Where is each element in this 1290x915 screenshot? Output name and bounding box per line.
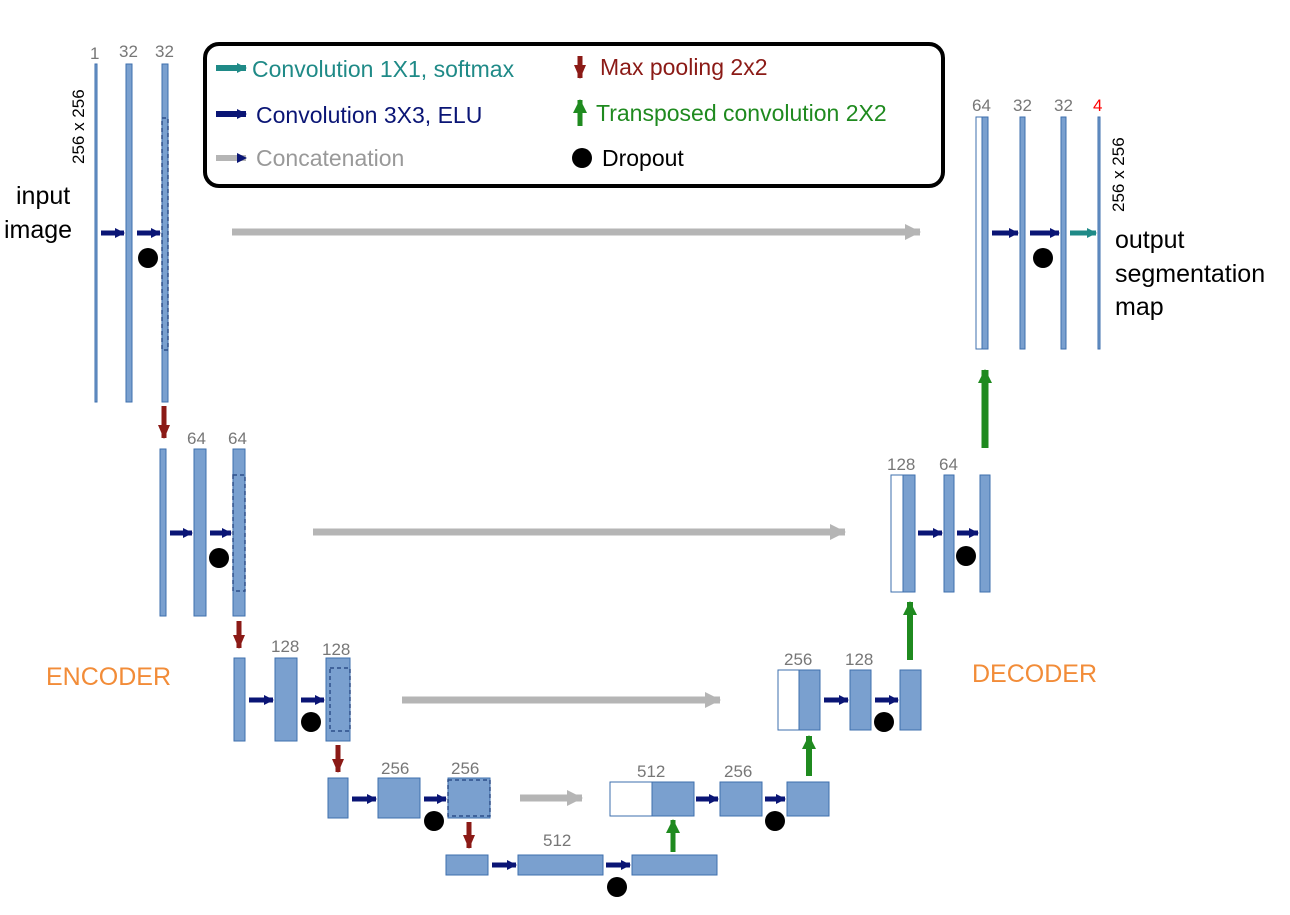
- channel-label-dec3-a: 256: [784, 650, 812, 669]
- feature-map-input: [94, 63, 98, 403]
- feature-map-dec2-up: [902, 474, 916, 593]
- feature-map-enc4-conv1: [377, 777, 421, 819]
- channel-label-enc4-a: 256: [381, 759, 409, 778]
- dropout-dot: [765, 811, 785, 831]
- dropout-dot: [301, 712, 321, 732]
- legend-dropout-dot-icon: [572, 148, 592, 168]
- feature-map-output: [1097, 116, 1101, 350]
- feature-map-enc3-conv1: [274, 657, 298, 742]
- skip-copy-dec4: [609, 781, 653, 817]
- feature-map-dec3-conv1: [849, 669, 872, 731]
- output-label-line3: map: [1115, 293, 1164, 321]
- decoder-level-3: 256 128: [777, 601, 922, 732]
- feature-map-enc4-pool: [327, 777, 349, 819]
- channel-label-dec1-b: 32: [1013, 96, 1032, 115]
- feature-map-dec3-up: [798, 669, 821, 731]
- feature-map-dec2-conv2: [979, 474, 991, 593]
- channel-label-enc4-b: 256: [451, 759, 479, 778]
- encoder-label: ENCODER: [46, 663, 171, 691]
- feature-map-enc4-conv2: [447, 777, 491, 819]
- feature-map-enc2-conv1: [193, 448, 207, 617]
- encoder-level-2: 64 64: [159, 429, 846, 649]
- encoder-level-1: 1 32 32: [90, 42, 921, 439]
- legend: Convolution 1X1, softmax Convolution 3X3…: [203, 42, 945, 188]
- feature-map-bottleneck-pool: [445, 854, 489, 876]
- feature-map-bottleneck-conv2: [631, 854, 718, 876]
- legend-concat-label: Concatenation: [256, 145, 404, 171]
- input-labels: input image 256 x 256: [4, 89, 88, 244]
- dropout-dot: [1033, 248, 1053, 268]
- channel-label-enc1-a: 1: [90, 44, 99, 63]
- feature-map-dec1-conv2: [1060, 116, 1067, 350]
- feature-map-dec3-conv2: [899, 669, 922, 731]
- feature-map-dec4-conv2: [786, 781, 830, 817]
- dropout-region-enc2: [232, 474, 246, 592]
- dropout-dot: [956, 546, 976, 566]
- feature-map-bottleneck-conv1: [517, 854, 604, 876]
- dropout-region-enc3: [329, 667, 351, 732]
- channel-label-dec2-a: 128: [887, 455, 915, 474]
- decoder-label: DECODER: [972, 660, 1097, 688]
- channel-label-dec4-a: 512: [637, 762, 665, 781]
- encoder-level-3: 128 128: [233, 637, 721, 773]
- channel-label-dec4-b: 256: [724, 762, 752, 781]
- channel-label-enc3-a: 128: [271, 637, 299, 656]
- decoder-level-1: 64 32 32 4: [972, 96, 1102, 350]
- channel-label-bottleneck: 512: [543, 831, 571, 850]
- skip-copy-dec3: [777, 669, 800, 731]
- output-labels: output segmentation map 256 x 256: [1109, 137, 1265, 321]
- dropout-dot: [874, 712, 894, 732]
- channel-label-dec3-b: 128: [845, 650, 873, 669]
- feature-map-dec2-conv1: [943, 474, 955, 593]
- channel-label-enc2-b: 64: [228, 429, 247, 448]
- channel-label-enc2-a: 64: [187, 429, 206, 448]
- bottleneck: 512: [445, 819, 718, 897]
- feature-map-dec4-conv1: [719, 781, 763, 817]
- decoder-level-2: 128 64: [887, 369, 992, 593]
- channel-label-output: 4: [1093, 96, 1102, 115]
- channel-label-enc3-b: 128: [322, 640, 350, 659]
- skip-copy-dec1: [975, 116, 983, 350]
- output-label-line2: segmentation: [1115, 260, 1265, 288]
- feature-map-enc2-pool: [159, 448, 167, 617]
- input-label-line2: image: [4, 216, 72, 244]
- feature-map-dec1-up: [981, 116, 989, 350]
- feature-map-enc1-conv2: [161, 63, 169, 403]
- legend-conv1x1-label: Convolution 1X1, softmax: [252, 56, 515, 82]
- input-size-label: 256 x 256: [69, 89, 88, 164]
- dropout-region-enc1: [161, 117, 169, 351]
- encoder-level-4: 256 256: [327, 759, 583, 849]
- skip-copy-dec2: [890, 474, 904, 593]
- legend-maxpool-label: Max pooling 2x2: [600, 54, 768, 80]
- input-label-line1: input: [16, 182, 70, 210]
- dropout-region-enc4: [447, 779, 491, 817]
- feature-map-dec1-conv1: [1019, 116, 1026, 350]
- feature-map-dec4-up: [651, 781, 695, 817]
- channel-label-dec2-b: 64: [939, 455, 958, 474]
- dropout-dot: [209, 548, 229, 568]
- decoder-level-4: 512 256: [609, 735, 830, 831]
- output-label-line1: output: [1115, 226, 1185, 254]
- feature-map-enc1-conv1: [125, 63, 133, 403]
- dropout-dot: [424, 811, 444, 831]
- legend-conv3x3-label: Convolution 3X3, ELU: [256, 102, 482, 128]
- channel-label-enc1-c: 32: [155, 42, 174, 61]
- legend-box: [203, 42, 945, 188]
- channel-label-dec1-a: 64: [972, 96, 991, 115]
- legend-dropout-label: Dropout: [602, 145, 684, 171]
- dropout-dot: [138, 248, 158, 268]
- channel-label-enc1-b: 32: [119, 42, 138, 61]
- feature-map-enc3-pool: [233, 657, 246, 742]
- dropout-dot: [607, 877, 627, 897]
- output-size-label: 256 x 256: [1109, 137, 1128, 212]
- legend-transposed-label: Transposed convolution 2X2: [596, 100, 887, 126]
- channel-label-dec1-c: 32: [1054, 96, 1073, 115]
